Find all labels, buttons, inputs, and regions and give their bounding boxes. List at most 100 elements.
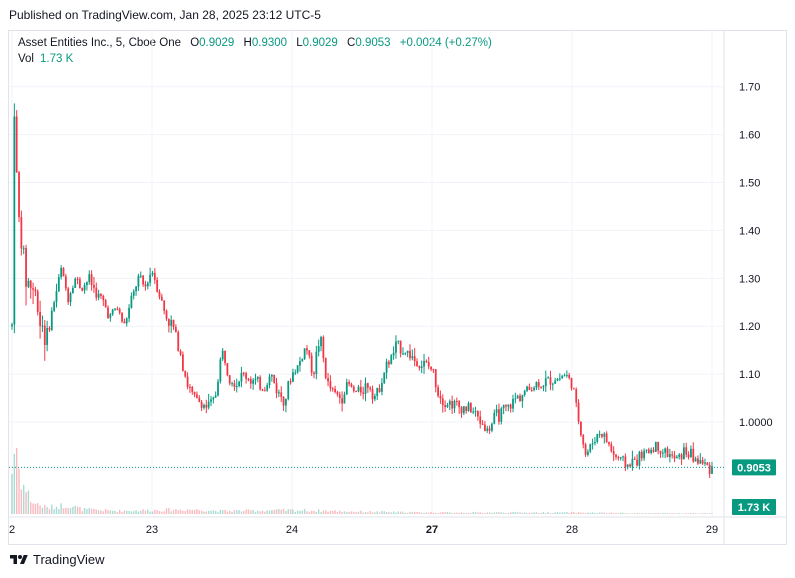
candle-body — [488, 428, 491, 431]
candle-body — [90, 274, 93, 286]
volume-bar — [428, 512, 430, 514]
candle-body — [413, 356, 416, 362]
last-volume-tag — [732, 499, 776, 515]
candle-body — [528, 386, 531, 390]
volume-bar — [240, 511, 243, 514]
candle-body — [331, 388, 334, 390]
candle-body — [692, 448, 695, 462]
footer-brand: TradingView — [33, 552, 105, 567]
volume-bar — [317, 509, 320, 514]
candle-body — [575, 389, 578, 403]
candle-body — [226, 363, 229, 376]
candle-body — [238, 381, 240, 386]
candle-body — [249, 378, 252, 384]
candle-body — [530, 389, 533, 391]
candle-body — [582, 435, 585, 445]
candle-body — [71, 287, 74, 294]
candle-body — [81, 288, 84, 291]
volume-bar — [477, 512, 479, 514]
candle-body — [416, 361, 418, 367]
y-tick-label: 1.70 — [739, 82, 760, 94]
candle-body — [542, 386, 545, 388]
x-tick-label: 29 — [706, 524, 718, 536]
volume-bar — [189, 509, 191, 514]
candle-body — [572, 388, 575, 390]
candle-body — [570, 377, 573, 389]
legend-close-label: C — [347, 37, 356, 49]
candle-body — [41, 325, 44, 327]
volume-bar — [233, 510, 236, 514]
volume-bar — [552, 513, 554, 514]
volume-bar — [130, 511, 133, 514]
volume-bar — [123, 510, 126, 514]
volume-bar — [676, 513, 678, 514]
candle-body — [603, 433, 606, 437]
volume-bar — [353, 511, 355, 514]
volume-bar — [140, 510, 142, 514]
volume-bar — [619, 512, 622, 514]
candle-body — [121, 312, 123, 322]
candle-body — [441, 398, 444, 406]
candle-body — [111, 309, 114, 315]
volume-bar — [116, 512, 119, 514]
candle-body — [277, 392, 280, 394]
volume-bar — [659, 513, 662, 514]
volume-bar — [86, 509, 88, 514]
candle-body — [369, 387, 372, 390]
candle-body — [177, 331, 180, 351]
candle-body — [376, 388, 379, 396]
y-tick-label: 1.0000 — [739, 417, 773, 429]
volume-bar — [88, 508, 90, 514]
legend-high-label: H — [243, 37, 252, 49]
x-tick-label: 2 — [9, 524, 15, 536]
volume-bar — [687, 513, 690, 514]
volume-bar — [573, 511, 575, 514]
candle-body — [25, 248, 27, 287]
volume-bar — [481, 512, 484, 514]
chart-frame — [8, 30, 787, 545]
y-tick-label: 1.10 — [739, 369, 760, 381]
candle-body — [666, 448, 669, 458]
candle-body — [690, 448, 692, 458]
volume-bar — [367, 512, 369, 514]
volume-bar — [259, 511, 261, 514]
volume-bar — [439, 512, 442, 514]
candle-body — [100, 293, 102, 296]
volume-bar — [301, 510, 304, 514]
volume-bar — [516, 512, 519, 514]
candle-body — [186, 376, 189, 387]
volume-bar — [446, 511, 449, 514]
candle-body — [320, 337, 322, 347]
volume-bar — [226, 511, 229, 514]
volume-bar — [371, 512, 374, 514]
candle-body — [282, 396, 285, 406]
candle-body — [355, 391, 358, 393]
candle-body — [622, 456, 624, 458]
volume-bar — [360, 510, 362, 514]
candle-body — [551, 383, 554, 385]
candle-body — [261, 389, 264, 391]
candle-body — [425, 360, 428, 363]
volume-bar — [631, 513, 634, 514]
volume-bar — [486, 512, 488, 514]
volume-bar — [381, 511, 383, 514]
candle-body — [402, 353, 404, 355]
candle-body — [579, 421, 582, 436]
volume-bar — [266, 510, 268, 514]
legend-close-value: 0.9053 — [355, 37, 391, 49]
volume-bar — [20, 489, 23, 514]
volume-bar — [610, 512, 613, 514]
candle-body — [200, 402, 203, 408]
volume-bar — [348, 511, 350, 514]
candle-body — [706, 462, 709, 465]
volume-bar — [664, 512, 666, 514]
candle-body — [350, 384, 353, 387]
candle-body — [324, 358, 327, 379]
volume-bar — [582, 512, 584, 514]
candle-body — [533, 387, 535, 391]
candle-body — [270, 374, 273, 377]
candle-body — [568, 374, 571, 378]
volume-bar — [531, 512, 533, 514]
volume-bar — [27, 490, 30, 514]
